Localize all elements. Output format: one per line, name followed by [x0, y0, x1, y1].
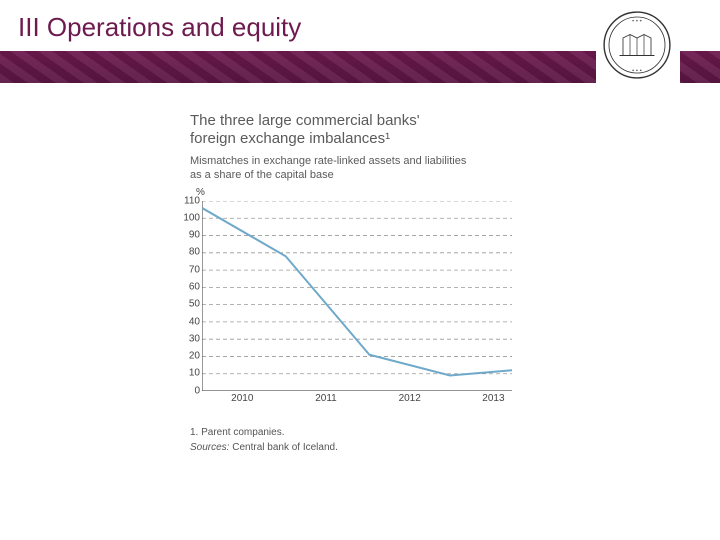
- sources-label: Sources:: [190, 442, 229, 453]
- x-tick-label: 2010: [231, 393, 253, 404]
- y-tick-label: 0: [174, 385, 200, 396]
- x-tick-label: 2012: [399, 393, 421, 404]
- sources-text: Central bank of Iceland.: [229, 442, 337, 453]
- chart-subtitle-line1: Mismatches in exchange rate-linked asset…: [190, 155, 466, 167]
- y-tick-label: 60: [174, 281, 200, 292]
- svg-text:✦ ✦ ✦: ✦ ✦ ✦: [632, 19, 644, 23]
- x-ticks: 2010 2011 2012 2013: [202, 393, 512, 409]
- y-tick-label: 90: [174, 230, 200, 241]
- plot-area: % 0102030405060708090100110 201020112012…: [202, 201, 512, 391]
- footnote: 1. Parent companies. Sources: Central ba…: [190, 425, 530, 455]
- footnote-sources: Sources: Central bank of Iceland.: [190, 440, 530, 455]
- x-tick-label: 2011: [315, 393, 337, 404]
- y-tick-label: 30: [174, 333, 200, 344]
- y-tick-label: 70: [174, 264, 200, 275]
- y-tick-label: 100: [174, 212, 200, 223]
- y-tick-label: 80: [174, 247, 200, 258]
- chart-title: The three large commercial banks' foreig…: [190, 112, 530, 148]
- y-tick-label: 110: [174, 195, 200, 206]
- data-line: [202, 208, 512, 376]
- chart-block: The three large commercial banks' foreig…: [190, 112, 530, 455]
- chart-title-line1: The three large commercial banks': [190, 112, 420, 129]
- svg-text:✦ ✦ ✦: ✦ ✦ ✦: [632, 69, 644, 73]
- y-tick-label: 40: [174, 316, 200, 327]
- y-tick-label: 10: [174, 368, 200, 379]
- chart-subtitle-line2: as a share of the capital base: [190, 169, 334, 181]
- chart-title-line2: foreign exchange imbalances¹: [190, 130, 390, 147]
- line-chart-svg: [202, 201, 512, 391]
- chart-subtitle: Mismatches in exchange rate-linked asset…: [190, 154, 530, 183]
- y-ticks: 0102030405060708090100110: [174, 201, 200, 391]
- footnote-note: 1. Parent companies.: [190, 425, 530, 440]
- x-tick-label: 2013: [482, 393, 504, 404]
- logo-seal: ✦ ✦ ✦ ✦ ✦ ✦: [602, 10, 672, 80]
- y-tick-label: 50: [174, 299, 200, 310]
- header: III Operations and equity ✦ ✦ ✦ ✦ ✦ ✦: [0, 0, 720, 83]
- y-tick-label: 20: [174, 351, 200, 362]
